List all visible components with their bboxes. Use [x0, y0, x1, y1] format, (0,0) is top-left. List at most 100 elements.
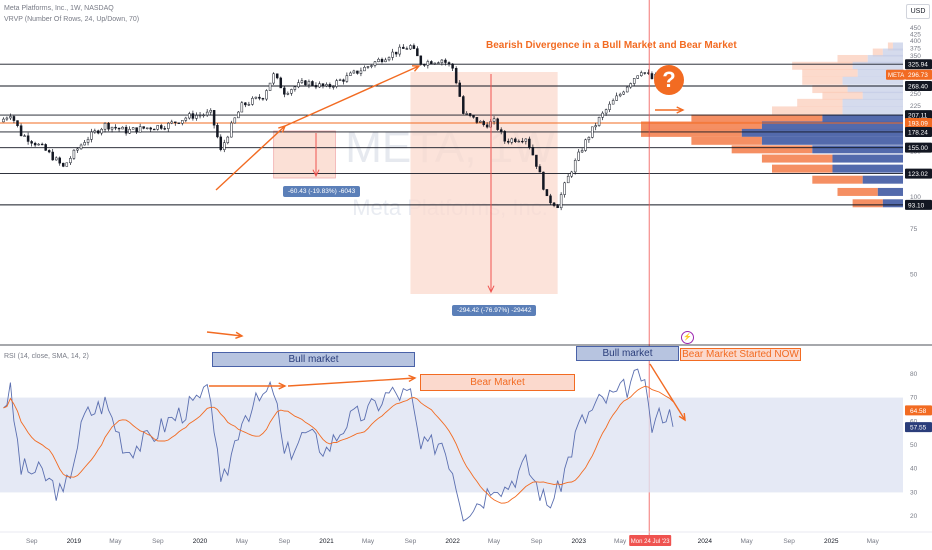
candle-body — [597, 117, 601, 126]
candle-body — [181, 120, 184, 124]
candle-body — [328, 84, 332, 88]
candle-body — [492, 118, 496, 122]
volume-profile-down-bar — [842, 76, 903, 85]
candle-body — [538, 166, 542, 173]
price-level-tag-text: 178.24 — [908, 129, 928, 136]
volume-profile-down-bar — [761, 121, 903, 130]
volume-profile-up-bar — [792, 61, 853, 70]
candle-body — [167, 122, 170, 129]
trend-arrow-2-head — [411, 65, 421, 72]
volume-profile-down-bar — [842, 106, 903, 115]
candle-body — [254, 96, 258, 99]
rsi-value-tag-text: 64.58 — [910, 408, 927, 415]
candle-body — [485, 124, 489, 128]
candle-body — [535, 154, 538, 167]
currency-button[interactable]: USD — [906, 4, 930, 19]
candle-body — [559, 194, 563, 209]
candle-body — [573, 160, 577, 173]
candle-body — [261, 98, 265, 100]
time-axis-label: May — [488, 538, 501, 545]
candle-body — [342, 79, 345, 82]
candle-body — [96, 130, 100, 134]
candle-body — [265, 90, 268, 100]
volume-profile-up-bar — [772, 164, 833, 173]
volume-profile-up-bar — [691, 136, 762, 145]
candle-body — [549, 195, 552, 204]
pane-arrow-head — [235, 331, 244, 339]
candle-body — [615, 95, 618, 101]
candle-body — [121, 126, 124, 130]
candle-body — [359, 70, 363, 74]
time-axis-label: 2023 — [571, 538, 586, 545]
earnings-icon[interactable]: ⚡ — [681, 331, 694, 344]
candle-body — [503, 131, 507, 142]
candle-body — [433, 62, 437, 65]
candle-body — [93, 130, 97, 133]
candle-body — [103, 122, 107, 130]
symbol-title: Meta Platforms, Inc., 1W, NASDAQ — [4, 5, 114, 12]
rsi-sma-line — [3, 385, 674, 504]
candle-body — [521, 140, 524, 143]
candle-body — [297, 82, 300, 88]
candle-body — [394, 51, 398, 55]
bull-market-label-2: Bull market — [576, 346, 679, 361]
candle-body — [233, 117, 237, 124]
candle-body — [604, 109, 608, 114]
price-level-tag-text: 207.11 — [908, 113, 928, 120]
candle-body — [286, 93, 290, 95]
volume-profile-up-bar — [837, 54, 868, 63]
time-axis-label: May — [362, 538, 375, 545]
candle-body — [191, 113, 195, 119]
candle-body — [639, 72, 643, 76]
candle-body — [188, 113, 191, 119]
price-level-tag — [905, 168, 932, 179]
volume-profile-down-bar — [882, 48, 903, 57]
candle-body — [69, 158, 72, 164]
candle-body — [209, 110, 213, 113]
rsi-axis-label: 20 — [910, 513, 918, 520]
candle-body — [528, 138, 531, 148]
candle-body — [514, 138, 517, 142]
rsi-axis-label: 40 — [910, 466, 918, 473]
candle-body — [258, 96, 261, 99]
candle-body — [594, 125, 597, 128]
candle-body — [629, 83, 632, 88]
volume-profile-down-bar — [832, 154, 903, 163]
time-axis-label: 2025 — [824, 538, 839, 545]
trend-arrow-2 — [284, 65, 420, 127]
candle-body — [202, 114, 205, 117]
candle-body — [279, 77, 283, 89]
ticker-tag-text: META — [888, 73, 904, 79]
candle-body — [472, 115, 475, 118]
time-axis-label: Sep — [152, 538, 164, 545]
candle-body — [465, 113, 468, 115]
rsi-band — [0, 397, 903, 493]
price-level-tag — [905, 110, 932, 121]
candle-body — [510, 138, 514, 143]
time-axis-label: Sep — [279, 538, 291, 545]
time-axis-label: May — [614, 538, 627, 545]
candle-body — [311, 81, 314, 86]
price-axis-label: 50 — [910, 272, 918, 279]
price-level-tag — [905, 59, 932, 70]
rsi-indicator-label: RSI (14, close, SMA, 14, 2) — [4, 353, 89, 360]
time-axis-label: Sep — [783, 538, 795, 545]
candle-body — [216, 124, 219, 138]
candle-body — [145, 127, 149, 129]
time-axis-label: May — [109, 538, 122, 545]
candle-body — [107, 122, 110, 130]
measure-arrow-small-head — [312, 169, 320, 178]
candle-body — [377, 58, 380, 63]
vrvp-indicator-label: VRVP (Number Of Rows, 24, Up/Down, 70) — [4, 16, 140, 23]
candle-body — [90, 131, 93, 140]
candle-body — [387, 57, 391, 61]
candle-body — [398, 46, 401, 55]
candle-body — [40, 143, 44, 146]
candle-body — [290, 89, 293, 94]
price-level-tag-text: 193.09 — [908, 120, 928, 127]
price-axis-label: 450 — [910, 25, 921, 32]
volume-profile-up-bar — [761, 154, 833, 163]
candle-body — [335, 80, 338, 87]
candle-body — [419, 55, 423, 65]
